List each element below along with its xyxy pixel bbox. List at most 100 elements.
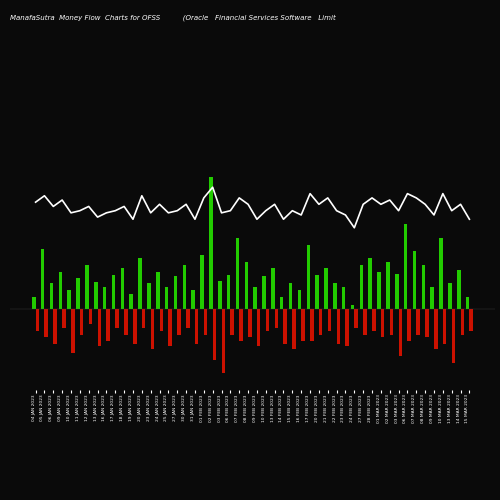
Bar xyxy=(218,280,222,309)
Bar xyxy=(236,238,239,309)
Bar xyxy=(80,309,84,334)
Bar xyxy=(239,309,243,342)
Bar xyxy=(266,309,270,330)
Bar xyxy=(71,309,74,353)
Bar xyxy=(133,309,136,344)
Bar xyxy=(50,283,53,309)
Bar xyxy=(440,238,443,309)
Bar xyxy=(204,309,208,334)
Bar xyxy=(460,309,464,334)
Bar xyxy=(360,265,363,309)
Bar xyxy=(408,309,411,342)
Bar xyxy=(425,309,428,338)
Bar xyxy=(390,309,394,334)
Bar xyxy=(328,309,332,330)
Bar xyxy=(404,224,407,309)
Bar xyxy=(182,265,186,309)
Bar xyxy=(342,288,345,309)
Bar xyxy=(98,309,101,346)
Bar xyxy=(177,309,181,334)
Bar xyxy=(150,309,154,350)
Bar xyxy=(310,309,314,342)
Bar xyxy=(381,309,384,338)
Bar xyxy=(156,272,160,309)
Bar xyxy=(386,262,390,309)
Bar xyxy=(248,309,252,338)
Bar xyxy=(395,274,398,309)
Bar xyxy=(192,290,195,309)
Bar xyxy=(351,305,354,309)
Bar xyxy=(195,309,198,344)
Bar xyxy=(298,290,301,309)
Bar xyxy=(448,283,452,309)
Bar xyxy=(430,288,434,309)
Bar xyxy=(271,268,274,309)
Bar xyxy=(336,309,340,344)
Bar xyxy=(284,309,287,344)
Bar xyxy=(160,309,163,330)
Bar xyxy=(372,309,376,330)
Bar xyxy=(186,309,190,328)
Bar xyxy=(124,309,128,334)
Bar xyxy=(457,270,460,309)
Bar xyxy=(262,276,266,309)
Bar xyxy=(94,282,98,309)
Bar xyxy=(470,309,473,330)
Bar xyxy=(324,268,328,309)
Bar xyxy=(333,283,336,309)
Bar xyxy=(174,276,177,309)
Bar xyxy=(103,288,106,309)
Bar xyxy=(230,309,234,334)
Bar xyxy=(58,272,62,309)
Bar xyxy=(168,309,172,346)
Bar xyxy=(398,309,402,356)
Bar xyxy=(452,309,455,363)
Bar xyxy=(378,272,381,309)
Bar xyxy=(316,275,319,309)
Bar xyxy=(222,309,225,373)
Bar xyxy=(41,250,44,309)
Bar xyxy=(416,309,420,334)
Bar xyxy=(301,309,304,342)
Bar xyxy=(112,275,116,309)
Bar xyxy=(354,309,358,328)
Bar xyxy=(280,296,283,309)
Bar xyxy=(32,296,35,309)
Bar xyxy=(76,278,80,309)
Bar xyxy=(244,262,248,309)
Bar xyxy=(227,275,230,309)
Bar xyxy=(363,309,366,334)
Bar xyxy=(200,255,204,309)
Bar xyxy=(254,288,257,309)
Bar xyxy=(422,265,425,309)
Bar xyxy=(257,309,260,346)
Text: ManafaSutra  Money Flow  Charts for OFSS          (Oracle   Financial Services S: ManafaSutra Money Flow Charts for OFSS (… xyxy=(10,14,336,21)
Bar xyxy=(54,309,57,344)
Bar xyxy=(292,309,296,350)
Bar xyxy=(85,265,88,309)
Bar xyxy=(165,288,168,309)
Bar xyxy=(147,283,150,309)
Bar xyxy=(319,309,322,334)
Bar xyxy=(88,309,92,324)
Bar xyxy=(289,283,292,309)
Bar xyxy=(68,290,71,309)
Bar xyxy=(413,252,416,309)
Bar xyxy=(434,309,438,350)
Bar xyxy=(138,258,142,309)
Bar xyxy=(306,244,310,309)
Bar xyxy=(209,177,212,309)
Bar xyxy=(62,309,66,328)
Bar xyxy=(443,309,446,344)
Bar xyxy=(116,309,119,328)
Bar xyxy=(130,294,133,309)
Bar xyxy=(346,309,349,346)
Bar xyxy=(212,309,216,360)
Bar xyxy=(142,309,146,328)
Bar xyxy=(368,258,372,309)
Bar xyxy=(274,309,278,328)
Bar xyxy=(44,309,48,338)
Bar xyxy=(120,268,124,309)
Bar xyxy=(106,309,110,342)
Bar xyxy=(36,309,39,330)
